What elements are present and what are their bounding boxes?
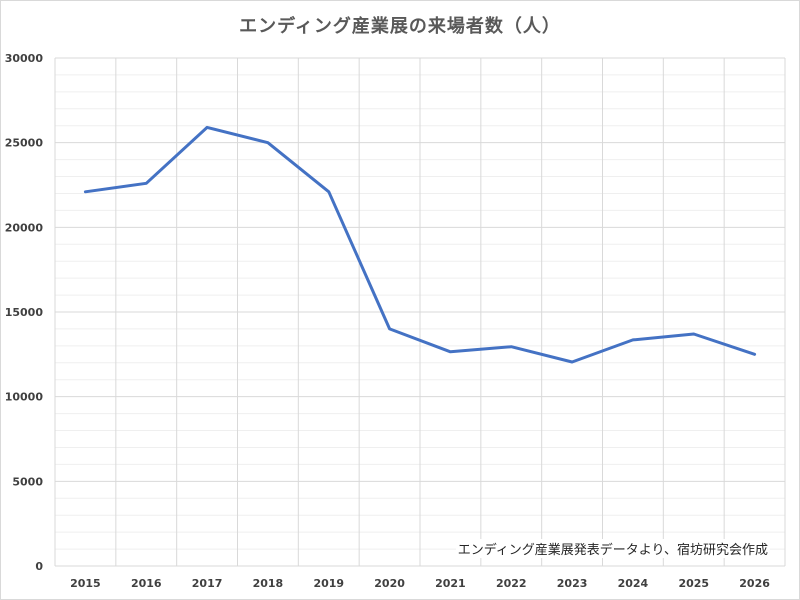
y-tick-label: 20000 [5,221,44,234]
y-tick-label: 25000 [5,137,44,150]
y-tick-label: 15000 [5,306,44,319]
x-tick-label: 2022 [496,577,527,590]
data-point [571,360,574,363]
data-point [327,190,330,193]
x-tick-label: 2018 [253,577,284,590]
data-point [266,141,269,144]
x-axis-tick-labels: 2015 2016 2017 2018 2019 2020 2021 2022 2023 2024… [70,577,770,590]
x-tick-label: 2015 [70,577,101,590]
x-tick-label: 2024 [618,577,649,590]
y-tick-label: 0 [35,560,43,573]
data-point [753,353,756,356]
y-tick-label: 10000 [5,391,44,404]
x-tick-label: 2020 [374,577,405,590]
x-tick-label: 2016 [131,577,162,590]
data-point [388,327,391,330]
data-point [692,333,695,336]
data-point [631,338,634,341]
series-line [83,125,757,364]
x-tick-label: 2025 [678,577,709,590]
series-layer [83,125,757,364]
data-point [84,190,87,193]
y-tick-label: 5000 [12,475,43,488]
x-tick-label: 2026 [739,577,770,590]
data-point [206,126,209,129]
chart-title: エンディング産業展の来場者数（人） [239,16,561,37]
data-point [510,345,513,348]
x-tick-label: 2017 [192,577,223,590]
data-point [449,350,452,353]
x-tick-label: 2021 [435,577,466,590]
x-tick-label: 2023 [557,577,588,590]
data-point [145,182,148,185]
y-tick-label: 30000 [5,52,44,65]
source-note: エンディング産業展発表データより、宿坊研究会作成 [455,539,770,558]
major-gridlines [54,57,786,567]
x-tick-label: 2019 [313,577,344,590]
y-axis-tick-labels: 0 5000 10000 15000 20000 25000 30000 [5,52,44,573]
